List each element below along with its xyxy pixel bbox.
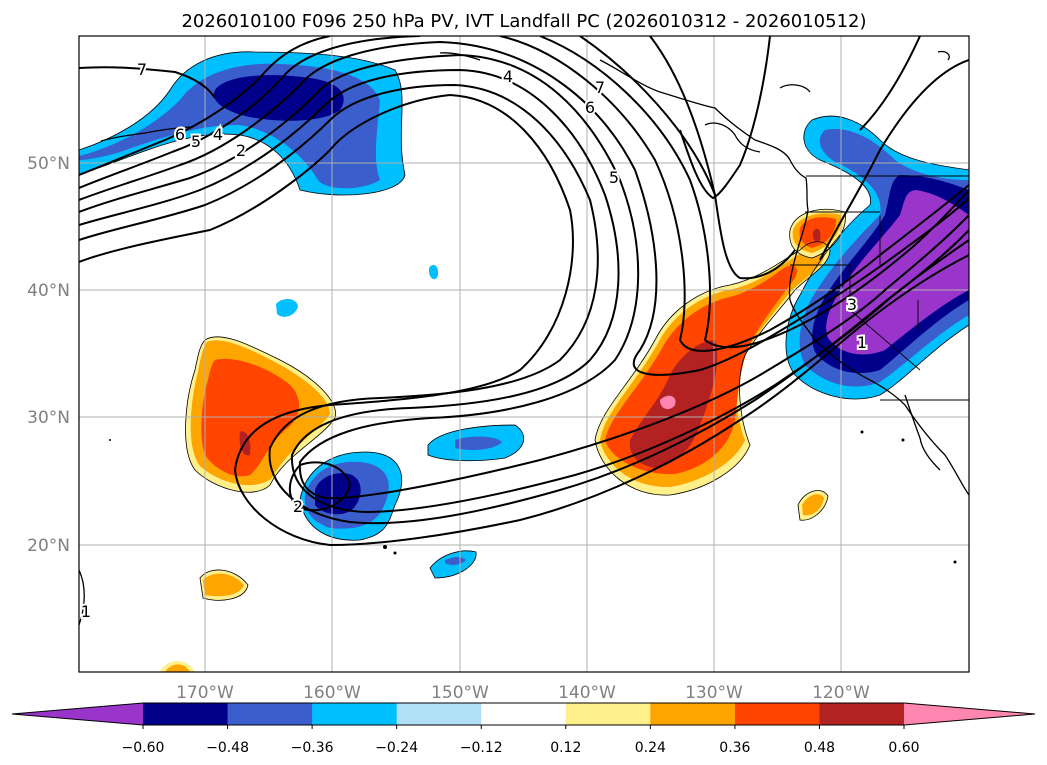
gridlines <box>79 36 969 672</box>
negative-anomaly-hawaii-northwest <box>276 264 524 578</box>
contour-label: 4 <box>503 67 513 86</box>
colorbar-extend-low <box>12 703 143 725</box>
lon-tick-label: 150°W <box>431 683 489 703</box>
colorbar-tick-label: −0.36 <box>291 740 334 756</box>
pv-contour-i <box>649 36 716 196</box>
pv-contour-7-west <box>79 66 216 99</box>
colorbar-tick-label: 0.48 <box>804 740 835 756</box>
colorbar: −0.60 −0.48 −0.36 −0.24 −0.12 0.12 0.24 0.36 0.4… <box>11 702 1036 756</box>
colorbar-tick-label: −0.24 <box>375 740 418 756</box>
longitude-labels: 170°W 160°W 150°W 140°W 130°W 120°W <box>176 683 870 703</box>
figure-title: 2026010100 F096 250 hPa PV, IVT Landfall… <box>181 11 866 32</box>
pv-contours <box>79 36 969 547</box>
colorbar-tick-label: 0.60 <box>888 740 919 756</box>
lon-tick-label: 140°W <box>558 683 616 703</box>
colorbar-cell <box>565 703 651 725</box>
coastlines <box>79 50 969 626</box>
colorbar-cell <box>481 703 567 725</box>
lon-tick-label: 170°W <box>176 683 234 703</box>
lon-tick-label: 160°W <box>303 683 361 703</box>
colorbar-tick-label: −0.60 <box>122 740 165 756</box>
colorbar-tick-label: 0.36 <box>719 740 750 756</box>
contour-label: 2 <box>293 497 303 516</box>
pv-contour-e <box>79 40 969 376</box>
pv-contour-hawaii-loop <box>288 461 352 512</box>
contour-label: 2 <box>236 141 246 160</box>
pv-contour-k <box>819 59 969 261</box>
pv-contour-g <box>79 36 969 349</box>
contour-label: 1 <box>857 333 867 352</box>
contour-label: 5 <box>191 132 201 151</box>
colorbar-tick-label: −0.48 <box>206 740 249 756</box>
colorbar-cell <box>227 703 313 725</box>
contour-label: 7 <box>137 60 147 79</box>
colorbar-tick-label: 0.24 <box>635 740 666 756</box>
contour-label: 1 <box>81 602 91 621</box>
pv-contour-l <box>859 36 921 131</box>
colorbar-cell <box>819 703 905 725</box>
contour-label: 6 <box>175 125 185 144</box>
islands <box>109 430 957 564</box>
contour-labels: 7 6 5 4 2 7 6 5 4 3 2 1 1 <box>79 58 869 623</box>
lat-tick-label: 50°N <box>27 154 70 174</box>
colorbar-cell <box>143 703 229 725</box>
latitude-labels: 50°N 40°N 30°N 20°N <box>27 154 70 556</box>
pv-contour-j <box>679 36 771 200</box>
pv-contour-h <box>579 36 796 280</box>
lat-tick-label: 40°N <box>27 281 70 301</box>
state-borders <box>790 175 969 401</box>
map-panel: 7 6 5 4 2 7 6 5 4 3 2 1 1 <box>79 36 969 672</box>
contour-label: 5 <box>609 168 619 187</box>
contour-label: 4 <box>213 125 223 144</box>
pv-contour-b <box>79 83 969 525</box>
contour-label: 3 <box>847 295 857 314</box>
positive-anomaly-west-hawaii <box>160 336 336 672</box>
pv-contour-f <box>79 36 969 352</box>
lat-tick-label: 30°N <box>27 408 70 428</box>
colorbar-extend-high <box>904 703 1035 725</box>
colorbar-cell <box>734 703 820 725</box>
colorbar-cell <box>650 703 736 725</box>
contour-label: 6 <box>585 98 595 117</box>
colorbar-tick-label: −0.12 <box>460 740 503 756</box>
map-frame <box>78 35 970 673</box>
contour-label: 7 <box>595 78 605 97</box>
lon-tick-label: 130°W <box>685 683 743 703</box>
colorbar-cell <box>396 703 482 725</box>
lon-tick-label: 120°W <box>812 683 870 703</box>
colorbar-cell <box>312 703 398 725</box>
pv-contour-d <box>79 53 969 500</box>
pv-contour-c <box>79 68 969 514</box>
colorbar-tick-label: 0.12 <box>550 740 581 756</box>
lat-tick-label: 20°N <box>27 536 70 556</box>
